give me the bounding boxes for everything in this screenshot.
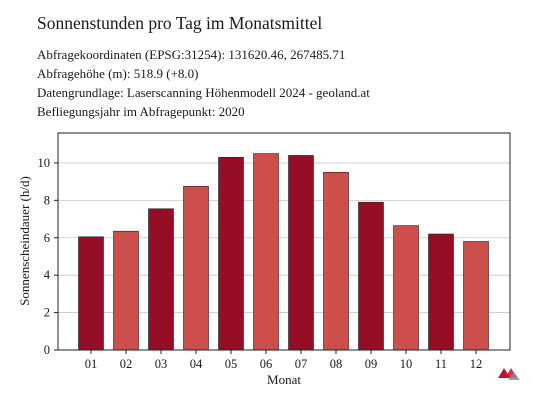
- y-tick-label: 0: [44, 343, 50, 357]
- x-tick-label: 08: [330, 357, 343, 371]
- x-tick-label: 03: [155, 357, 168, 371]
- y-tick-label: 2: [44, 306, 50, 320]
- x-axis-label: Monat: [267, 372, 301, 387]
- x-tick-label: 07: [295, 357, 308, 371]
- bar-month-09: [358, 201, 384, 351]
- bar-month-08: [323, 171, 349, 351]
- bar-month-10: [393, 225, 419, 351]
- bar-month-04: [183, 186, 209, 351]
- bar-month-06: [253, 153, 279, 351]
- x-tick-label: 06: [260, 357, 273, 371]
- x-tick-label: 09: [365, 357, 378, 371]
- x-tick-label: 01: [85, 357, 98, 371]
- bar-month-05: [218, 157, 244, 351]
- x-tick-label: 11: [435, 357, 447, 371]
- bar-month-07: [288, 155, 314, 351]
- bar-month-01: [78, 236, 104, 351]
- bar-month-11: [428, 233, 454, 351]
- bars: [78, 153, 489, 351]
- geoland-logo-icon: [498, 368, 520, 380]
- y-tick-label: 6: [44, 231, 50, 245]
- plot-frame: [57, 132, 511, 351]
- x-tick-label: 02: [120, 357, 133, 371]
- bar-month-02: [113, 230, 139, 351]
- query-elevation: Abfragehöhe (m): 518.9 (+8.0): [37, 66, 199, 81]
- query-coordinates: Abfragekoordinaten (EPSG:31254): 131620.…: [37, 47, 346, 62]
- y-tick-label: 4: [44, 268, 51, 282]
- data-source: Datengrundlage: Laserscanning Höhenmodel…: [37, 85, 370, 100]
- y-tick-label: 8: [44, 193, 50, 207]
- x-tick-label: 05: [225, 357, 238, 371]
- y-axis-label: Sonnenscheindauer (h/d): [17, 176, 32, 306]
- bar-month-03: [148, 208, 174, 351]
- x-tick-label: 12: [470, 357, 483, 371]
- y-tick-label: 10: [38, 156, 51, 170]
- query-info: Abfragekoordinaten (EPSG:31254): 131620.…: [37, 45, 370, 121]
- flight-year: Befliegungsjahr im Abfragepunkt: 2020: [37, 104, 245, 119]
- x-tick-label: 04: [190, 357, 203, 371]
- bar-month-12: [463, 241, 489, 351]
- y-axis-ticks: 0 2 4 6 8 10: [38, 156, 58, 357]
- x-tick-label: 10: [400, 357, 413, 371]
- chart-title: Sonnenstunden pro Tag im Monatsmittel: [37, 13, 323, 33]
- x-axis-ticks: 01 02 03 04 05 06 07 08 09 10 11 12: [85, 350, 483, 371]
